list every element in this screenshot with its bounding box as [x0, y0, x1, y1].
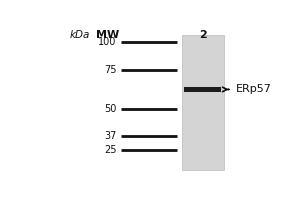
Text: 2: 2: [199, 30, 206, 40]
Text: MW: MW: [96, 30, 119, 40]
Text: 50: 50: [104, 104, 116, 114]
Bar: [184, 87, 221, 92]
Text: ERp57: ERp57: [236, 84, 272, 94]
Text: 37: 37: [104, 131, 116, 141]
Text: 25: 25: [104, 145, 116, 155]
Text: kDa: kDa: [69, 30, 89, 40]
Text: 75: 75: [104, 65, 116, 75]
Text: 100: 100: [98, 37, 116, 47]
Bar: [182, 35, 224, 170]
